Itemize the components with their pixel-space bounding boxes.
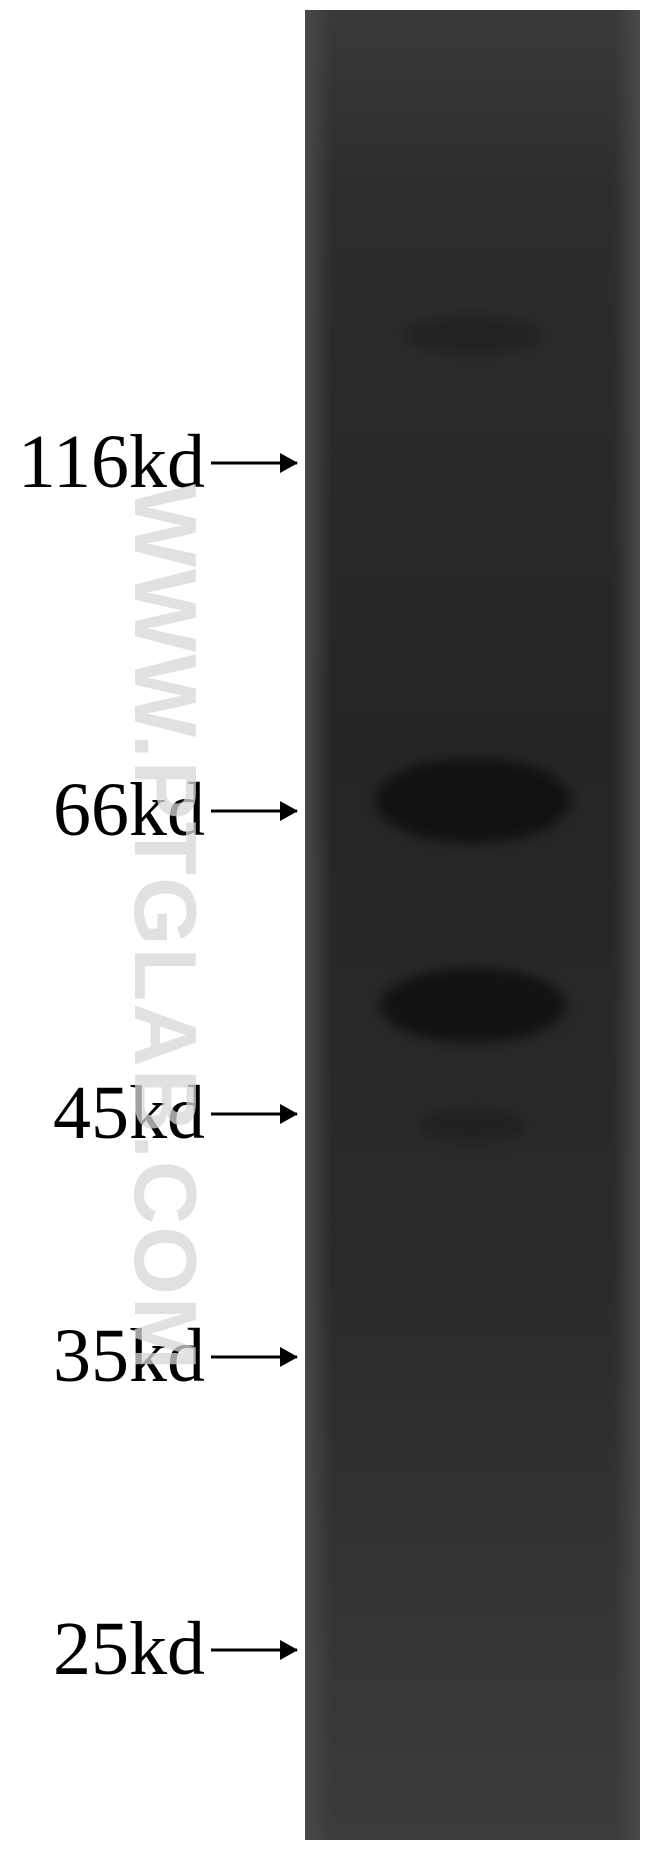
- marker-25kd: 25kd: [0, 1604, 297, 1695]
- marker-label: 25kd: [53, 1606, 205, 1693]
- band-faint-high: [403, 315, 543, 355]
- marker-label: 45kd: [53, 1070, 205, 1157]
- watermark-text: WWW.PTGLAB.COM: [114, 484, 216, 1372]
- lane-background: [305, 10, 640, 1840]
- band-66kd: [375, 758, 570, 843]
- arrow-icon: [211, 1640, 297, 1660]
- band-faint-45kd: [418, 1108, 528, 1143]
- marker-label: 116kd: [18, 419, 205, 506]
- western-blot-figure: 116kd 66kd 45kd 35kd 25kd WWW.PTGLAB.COM: [0, 0, 650, 1855]
- arrow-icon: [211, 801, 297, 821]
- arrow-icon: [211, 1347, 297, 1367]
- marker-116kd: 116kd: [0, 417, 297, 508]
- marker-66kd: 66kd: [0, 765, 297, 856]
- band-50kd: [380, 968, 565, 1043]
- arrow-icon: [211, 1104, 297, 1124]
- marker-label: 35kd: [53, 1313, 205, 1400]
- arrow-icon: [211, 453, 297, 473]
- marker-label: 66kd: [53, 767, 205, 854]
- marker-35kd: 35kd: [0, 1311, 297, 1402]
- blot-lane: [305, 10, 640, 1840]
- marker-45kd: 45kd: [0, 1068, 297, 1159]
